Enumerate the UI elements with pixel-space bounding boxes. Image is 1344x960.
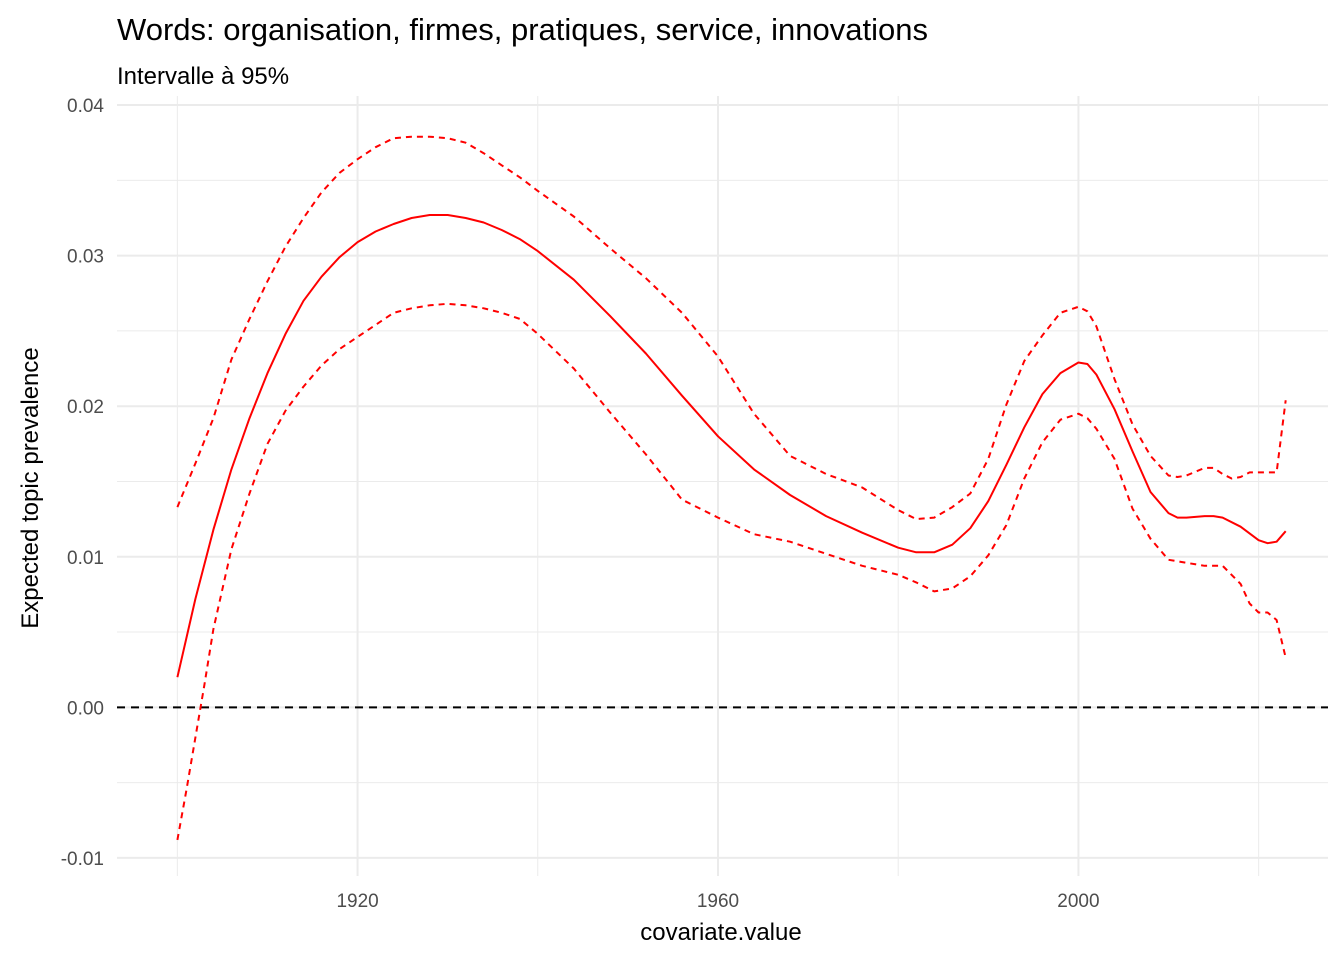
x-axis-ticks: 1920 1960 2000 [336,891,1099,912]
x-tick-label: 1960 [697,891,739,912]
y-tick-label: -0.01 [61,849,104,870]
x-tick-label: 1920 [336,891,378,912]
y-tick-label: 0.04 [67,96,104,117]
x-axis-title: covariate.value [640,919,801,946]
y-tick-label: 0.02 [67,397,104,418]
y-axis-ticks: -0.01 0.00 0.01 0.02 0.03 0.04 [61,96,105,870]
series-layer [176,135,1287,841]
grid [117,96,1328,876]
series-line-estimate [176,214,1287,678]
y-tick-label: 0.01 [67,548,104,569]
y-tick-label: 0.03 [67,247,104,268]
x-tick-label: 2000 [1057,891,1099,912]
chart-title: Words: organisation, firmes, pratiques, … [117,12,928,47]
chart-subtitle: Intervalle à 95% [117,63,289,90]
y-axis-title: Expected topic prevalence [17,347,44,629]
series-line-upper-95 [176,135,1287,521]
series-line-lower-95 [176,302,1287,841]
y-tick-label: 0.00 [67,698,104,719]
